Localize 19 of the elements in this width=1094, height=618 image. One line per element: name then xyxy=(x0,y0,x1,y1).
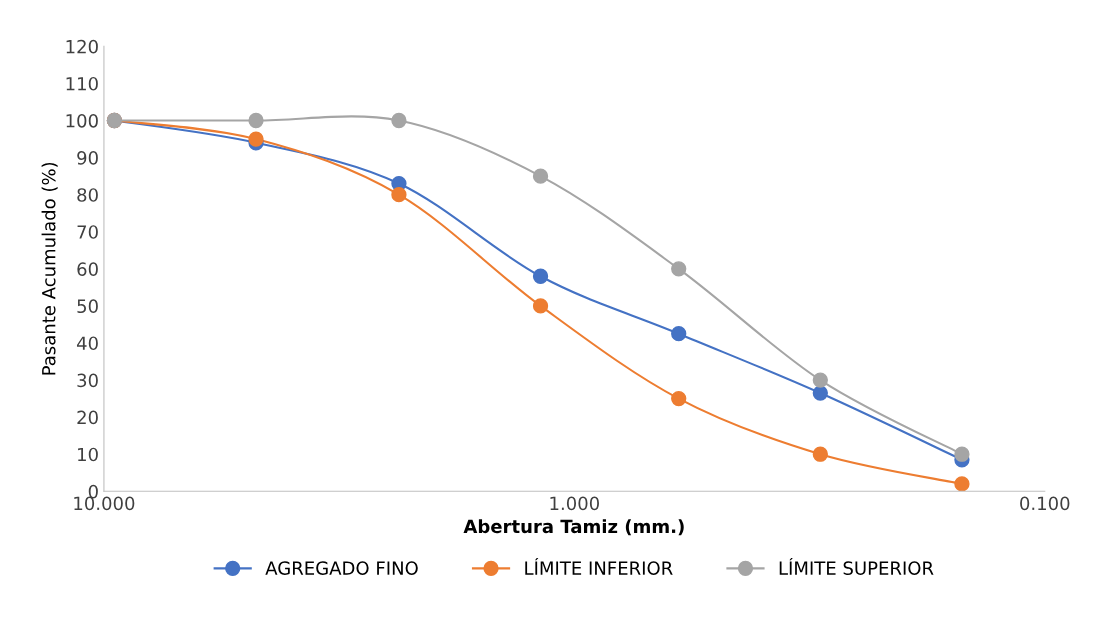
y-tick-label: 20 xyxy=(77,410,98,425)
x-tick-label: 1.000 xyxy=(550,496,599,511)
y-tick-label: 70 xyxy=(77,225,98,239)
x-axis-title: Abertura Tamiz (mm.) xyxy=(463,519,684,536)
y-tick-label: 100 xyxy=(66,113,98,128)
y-tick-label: 40 xyxy=(76,336,98,351)
y-tick-label: 10 xyxy=(78,447,98,462)
legend-label: AGREGADO FINO xyxy=(265,561,418,575)
y-tick-label: 30 xyxy=(77,373,98,388)
legend-label: LÍMITE SUPERIOR xyxy=(779,557,934,575)
x-tick-label: 0.100 xyxy=(1020,496,1070,511)
y-tick-label: 90 xyxy=(77,151,98,165)
y-tick-label: 110 xyxy=(66,76,98,91)
y-tick-label: 80 xyxy=(77,188,98,202)
y-tick-label: 120 xyxy=(66,39,98,54)
y-axis-title: Pasante Acumulado (%) xyxy=(41,162,58,375)
y-tick-label: 60 xyxy=(77,262,98,276)
legend-label: LÍMITE INFERIOR xyxy=(525,557,673,575)
y-tick-label: 50 xyxy=(77,299,98,314)
